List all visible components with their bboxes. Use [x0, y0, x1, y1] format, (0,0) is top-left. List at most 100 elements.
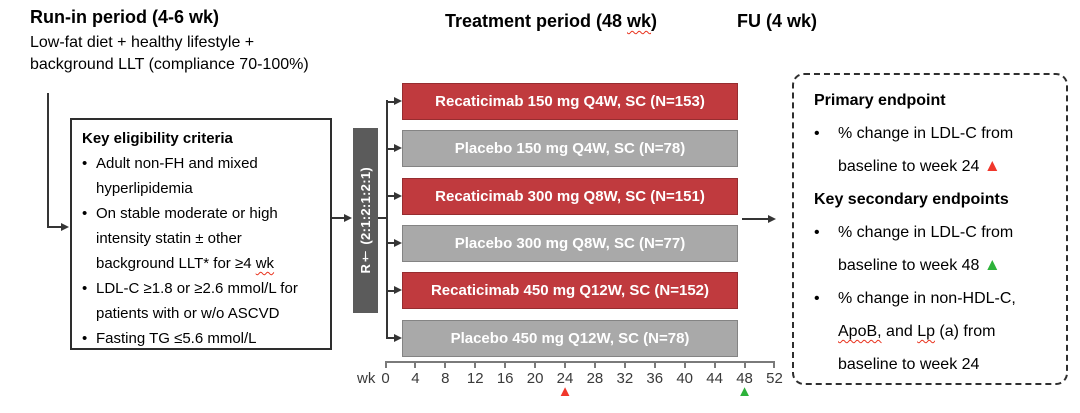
bracket-arrow-line: [387, 147, 395, 150]
axis-tick: [444, 361, 447, 368]
axis-tick: [683, 361, 686, 368]
endpoint-bullet: • % change in LDL-C from baseline to week …: [814, 216, 1056, 282]
axis-tick: [713, 361, 716, 368]
arrowhead-icon: [394, 238, 402, 247]
eligibility-bullet-list: • Adult non-FH and mixed hyperlipidemia • On…: [82, 151, 324, 351]
bracket-arrow-line: [387, 100, 395, 103]
placebo-arm-bar: Placebo 300 mg Q8W, SC (N=77): [402, 224, 738, 262]
run-in-period-title: Run-in period (4-6 wk): [30, 7, 219, 27]
eligibility-bullet-text: On stable moderate or high intensity stat…: [96, 205, 278, 272]
endpoint-bullet: • % change in LDL-C from baseline to week …: [814, 117, 1056, 183]
axis-tick-label: 32: [616, 370, 634, 387]
bullet-dot-icon: •: [82, 330, 88, 347]
axis-tick-label: 4: [411, 370, 420, 387]
axis-tick-label: 16: [496, 370, 514, 387]
text-segment: ApoB,: [838, 323, 882, 340]
follow-up-title: FU (4 wk): [737, 11, 818, 31]
endpoint-heading: Key secondary endpoints: [814, 191, 1009, 208]
bracket-arrow-line: [387, 242, 395, 245]
eligibility-bullet-text: LDL-C ≥1.8 or ≥2.6 mmol/L for patients wi…: [96, 280, 298, 322]
text-segment: Lp: [917, 323, 935, 340]
eligibility-bullet: • Fasting TG ≤5.6 mmol/L: [82, 326, 324, 351]
triangle-green-icon: ▲: [737, 383, 752, 400]
axis-tick-label: 44: [706, 370, 723, 387]
endpoint-bullet-text: % change in non-HDL-C, ApoB, and Lp (a) f…: [838, 290, 1016, 373]
axis-tick: [653, 361, 656, 368]
endpoint-bullet: • % change in non-HDL-C, ApoB, and Lp (a) …: [814, 282, 1056, 381]
eligibility-bullet-text: Fasting TG ≤5.6 mmol/L: [96, 330, 257, 347]
treatment-period-title: Treatment period (48 wk): [444, 11, 658, 31]
axis-tick-label: 28: [586, 370, 604, 387]
bullet-dot-icon: •: [82, 280, 88, 297]
bracket-vline: [386, 100, 388, 339]
axis-tick: [474, 361, 477, 368]
axis-tick: [414, 361, 417, 368]
axis-tick: [384, 361, 387, 368]
eligibility-bullet: • LDL-C ≥1.8 or ≥2.6 mmol/L for patients w…: [82, 276, 324, 326]
eligibility-bullet: • Adult non-FH and mixed hyperlipidemia: [82, 151, 324, 201]
axis-tick-label: 36: [646, 370, 664, 387]
bullet-dot-icon: •: [814, 125, 820, 142]
randomization-label: R† (2:1:2:1:2:1): [358, 167, 373, 274]
recaticimab-arm-bar: Recaticimab 150 mg Q4W, SC (N=153): [402, 83, 738, 120]
arrowhead-icon: [344, 213, 352, 222]
eligibility-to-randomization-line: [332, 217, 344, 219]
randomization-bar: R† (2:1:2:1:2:1): [353, 128, 378, 313]
axis-unit-label: wk: [357, 370, 376, 387]
axis-tick: [534, 361, 537, 368]
axis-tick-label: 12: [466, 370, 484, 387]
triangle-green-icon: ▲: [983, 255, 1001, 274]
axis-tick-label: 48: [736, 370, 753, 387]
timeline-axis-line: [385, 361, 775, 363]
arrowhead-icon: [768, 214, 776, 223]
axis-tick: [564, 361, 567, 368]
run-in-subtitle-line1: Low-fat diet + healthy lifestyle +: [30, 34, 255, 51]
arrowhead-icon: [394, 144, 402, 153]
run-in-subtitle: Low-fat diet + healthy lifestyle + backg…: [30, 32, 309, 76]
endpoint-heading: Primary endpoint: [814, 92, 946, 109]
axis-tick: [773, 361, 776, 368]
axis-tick: [593, 361, 596, 368]
run-in-connector-vline: [47, 93, 49, 228]
recaticimab-arm-bar: Recaticimab 300 mg Q8W, SC (N=151): [402, 177, 738, 215]
axis-tick-label: 52: [766, 370, 783, 387]
axis-tick: [623, 361, 626, 368]
endpoint-bullet-text: % change in LDL-C from baseline to week 2…: [838, 125, 1014, 175]
placebo-arm-bar: Placebo 450 mg Q12W, SC (N=78): [402, 319, 738, 357]
arrowhead-icon: [394, 286, 402, 295]
bracket-arrow-line: [387, 337, 395, 339]
run-in-subtitle-line2: background LLT (compliance 70-100%): [30, 56, 309, 73]
eligibility-bullet: • On stable moderate or high intensity sta…: [82, 201, 324, 276]
recaticimab-arm-bar: Recaticimab 450 mg Q12W, SC (N=152): [402, 272, 738, 310]
eligibility-criteria-box: Key eligibility criteria • Adult non-FH a…: [70, 118, 332, 350]
bullet-dot-icon: •: [814, 224, 820, 241]
placebo-arm-bar: Placebo 150 mg Q4W, SC (N=78): [402, 130, 738, 168]
arrowhead-icon: [394, 191, 402, 200]
endpoint-bullet-text: % change in LDL-C from baseline to week 4…: [838, 224, 1014, 274]
axis-tick-label: 0: [381, 370, 390, 387]
run-in-connector-hline: [47, 226, 62, 228]
bullet-dot-icon: •: [82, 155, 88, 172]
arrowhead-icon: [61, 222, 69, 231]
triangle-red-icon: ▲: [983, 156, 1001, 175]
randomization-to-bracket-line: [378, 217, 388, 219]
axis-tick: [743, 361, 746, 368]
bracket-arrow-line: [387, 289, 395, 292]
axis-tick-label: 40: [676, 370, 694, 387]
bracket-arrow-line: [387, 195, 395, 198]
text-segment: wk: [255, 255, 275, 272]
axis-tick: [504, 361, 507, 368]
endpoints-box: Primary endpoint • % change in LDL-C from b…: [792, 73, 1068, 385]
arms-to-endpoints-line: [742, 218, 769, 220]
axis-tick-label: 24: [556, 370, 574, 387]
triangle-red-icon: ▲: [557, 383, 573, 400]
arrowhead-icon: [394, 333, 402, 342]
arrowhead-icon: [394, 97, 402, 105]
axis-tick-label: 8: [441, 370, 450, 387]
text-segment: wk: [627, 11, 652, 31]
bullet-dot-icon: •: [82, 205, 88, 222]
eligibility-title: Key eligibility criteria: [82, 130, 233, 147]
bullet-dot-icon: •: [814, 290, 820, 307]
eligibility-bullet-text: Adult non-FH and mixed hyperlipidemia: [96, 155, 258, 197]
